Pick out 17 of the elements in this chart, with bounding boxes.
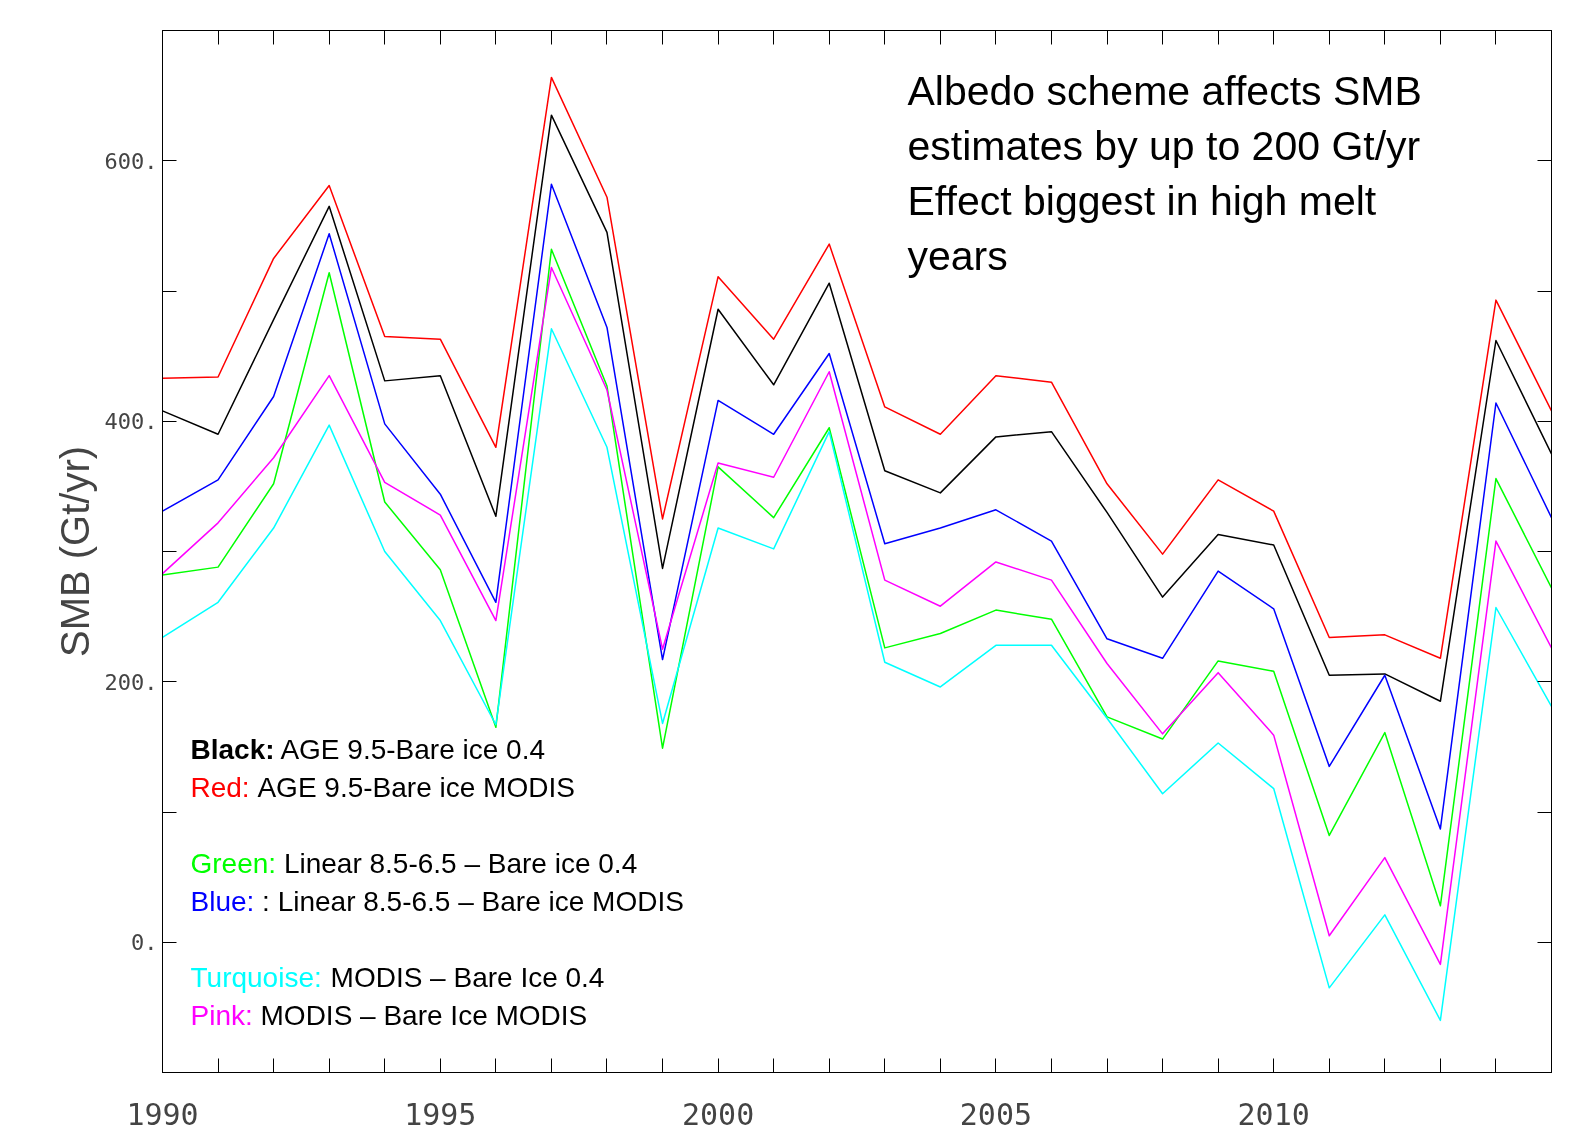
x-tick-label: 2010 xyxy=(1237,1096,1310,1132)
x-tick-label: 1990 xyxy=(126,1096,199,1132)
text: Turquoise: MODIS – Bare Ice 0.4 xyxy=(190,961,605,993)
text: Blue: : Linear 8.5-6.5 – Bare ice MODIS xyxy=(190,885,684,917)
annotation: Albedo scheme affects SMB estimates by up to 200 Gt/yr Effect biggest in high melt years xyxy=(907,67,1422,280)
y-axis-title: SMB (Gt/yr) xyxy=(52,445,97,658)
text: Black: AGE 9.5-Bare ice 0.4 xyxy=(190,733,545,765)
x-tick-label: 2005 xyxy=(959,1096,1033,1132)
y-tick-label: 400. xyxy=(104,409,158,435)
y-tick-label: 200. xyxy=(104,669,158,695)
x-tick-label: 2000 xyxy=(681,1096,755,1132)
text: Green: Linear 8.5-6.5 – Bare ice 0.4 xyxy=(190,847,638,879)
x-tick-label: 1995 xyxy=(404,1096,477,1132)
text: Pink: MODIS – Bare Ice MODIS xyxy=(190,999,588,1031)
text: Red: AGE 9.5-Bare ice MODIS xyxy=(190,771,575,803)
y-tick-label: 0. xyxy=(131,930,158,956)
y-tick-label: 600. xyxy=(104,148,158,174)
